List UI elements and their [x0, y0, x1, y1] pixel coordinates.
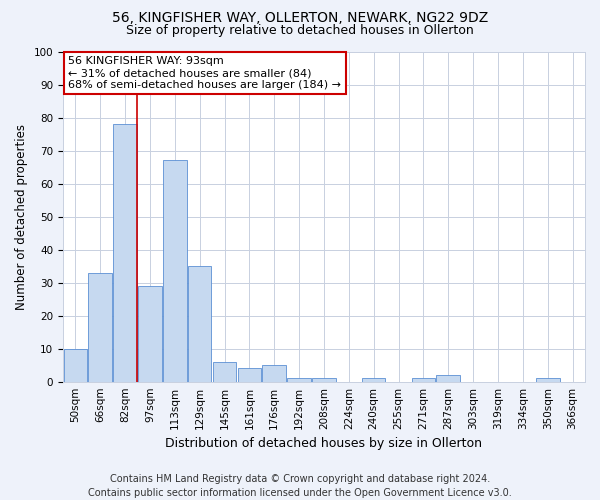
- Bar: [188, 266, 211, 382]
- Bar: [163, 160, 187, 382]
- Bar: [212, 362, 236, 382]
- Bar: [436, 375, 460, 382]
- X-axis label: Distribution of detached houses by size in Ollerton: Distribution of detached houses by size …: [166, 437, 482, 450]
- Bar: [412, 378, 435, 382]
- Bar: [138, 286, 162, 382]
- Text: Size of property relative to detached houses in Ollerton: Size of property relative to detached ho…: [126, 24, 474, 37]
- Bar: [262, 365, 286, 382]
- Text: Contains HM Land Registry data © Crown copyright and database right 2024.
Contai: Contains HM Land Registry data © Crown c…: [88, 474, 512, 498]
- Bar: [536, 378, 560, 382]
- Bar: [287, 378, 311, 382]
- Bar: [312, 378, 336, 382]
- Text: 56 KINGFISHER WAY: 93sqm
← 31% of detached houses are smaller (84)
68% of semi-d: 56 KINGFISHER WAY: 93sqm ← 31% of detach…: [68, 56, 341, 90]
- Bar: [113, 124, 137, 382]
- Text: 56, KINGFISHER WAY, OLLERTON, NEWARK, NG22 9DZ: 56, KINGFISHER WAY, OLLERTON, NEWARK, NG…: [112, 11, 488, 25]
- Bar: [64, 348, 87, 382]
- Bar: [362, 378, 385, 382]
- Y-axis label: Number of detached properties: Number of detached properties: [15, 124, 28, 310]
- Bar: [238, 368, 261, 382]
- Bar: [88, 272, 112, 382]
